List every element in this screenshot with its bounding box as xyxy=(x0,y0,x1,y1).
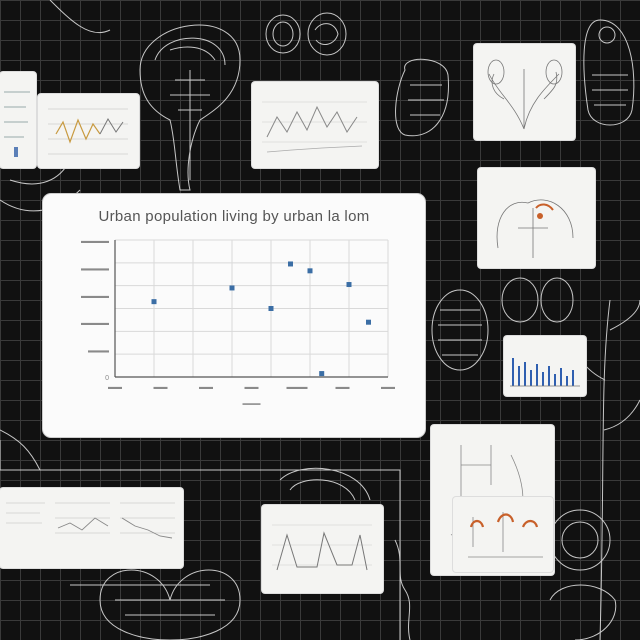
y-tick-label: ▬▬▬▬ xyxy=(81,238,109,245)
x-tick-label: ▬▬ xyxy=(108,384,122,391)
mini-chart-card-bottom-center xyxy=(262,505,383,593)
chart-title: Urban population living by urban la lom xyxy=(98,208,370,225)
mini-chart-card-top-left-b xyxy=(38,94,139,168)
main-chart-card: Urban population living by urban la lom … xyxy=(42,193,426,438)
mini-chart-card-top-center xyxy=(252,82,378,168)
mini-chart-lines xyxy=(4,91,30,157)
mini-bar-chart xyxy=(510,358,580,387)
mini-chart-card-top-left-a xyxy=(0,72,36,168)
x-tick-label: ▬▬ xyxy=(154,384,168,391)
mini-table-charts xyxy=(6,502,175,539)
scatter-point xyxy=(307,268,313,274)
illustration-card-top-right xyxy=(474,44,575,140)
y-tick-label: 0 xyxy=(105,375,109,382)
mini-line-chart xyxy=(48,108,128,155)
mini-wave-chart xyxy=(262,101,367,153)
mini-bar-chart-card-right xyxy=(504,336,586,396)
x-tick-label: ▬▬ xyxy=(381,384,395,391)
scatter-point xyxy=(229,285,235,291)
y-tick-label: ▬▬▬▬ xyxy=(81,320,109,327)
orange-flower-sketch xyxy=(468,512,543,558)
x-tick-label: ▬▬▬ xyxy=(287,384,308,391)
scatter-point xyxy=(268,306,274,311)
scatter-point xyxy=(366,319,371,325)
x-tick-label: ▬▬ xyxy=(245,384,259,391)
mini-step-chart xyxy=(272,524,372,571)
scatter-point xyxy=(319,371,325,377)
mini-chart-card-bottom-left xyxy=(0,488,183,568)
scatter-plot: ▬▬▬▬▬▬▬▬▬▬▬▬▬▬▬▬▬▬▬0▬▬ ▬▬ ▬▬ ▬▬ ▬▬▬ ▬▬ ▬▬▬▬▬ xyxy=(81,238,395,407)
flower-illustration xyxy=(496,199,574,258)
x-axis-label: ▬▬▬ xyxy=(243,401,261,407)
plant-illustration xyxy=(487,59,563,130)
y-tick-label: ▬▬▬▬ xyxy=(81,265,109,272)
illustration-card-right-lower xyxy=(453,497,553,572)
scatter-point xyxy=(288,261,293,267)
y-tick-label: ▬▬▬ xyxy=(88,348,109,355)
scatter-point xyxy=(151,299,157,305)
scatter-point xyxy=(346,282,352,288)
illustration-card-right-middle xyxy=(478,168,595,268)
y-tick-label: ▬▬▬▬ xyxy=(81,293,109,300)
x-tick-label: ▬▬ xyxy=(199,384,213,391)
x-tick-label: ▬▬ xyxy=(336,384,350,391)
